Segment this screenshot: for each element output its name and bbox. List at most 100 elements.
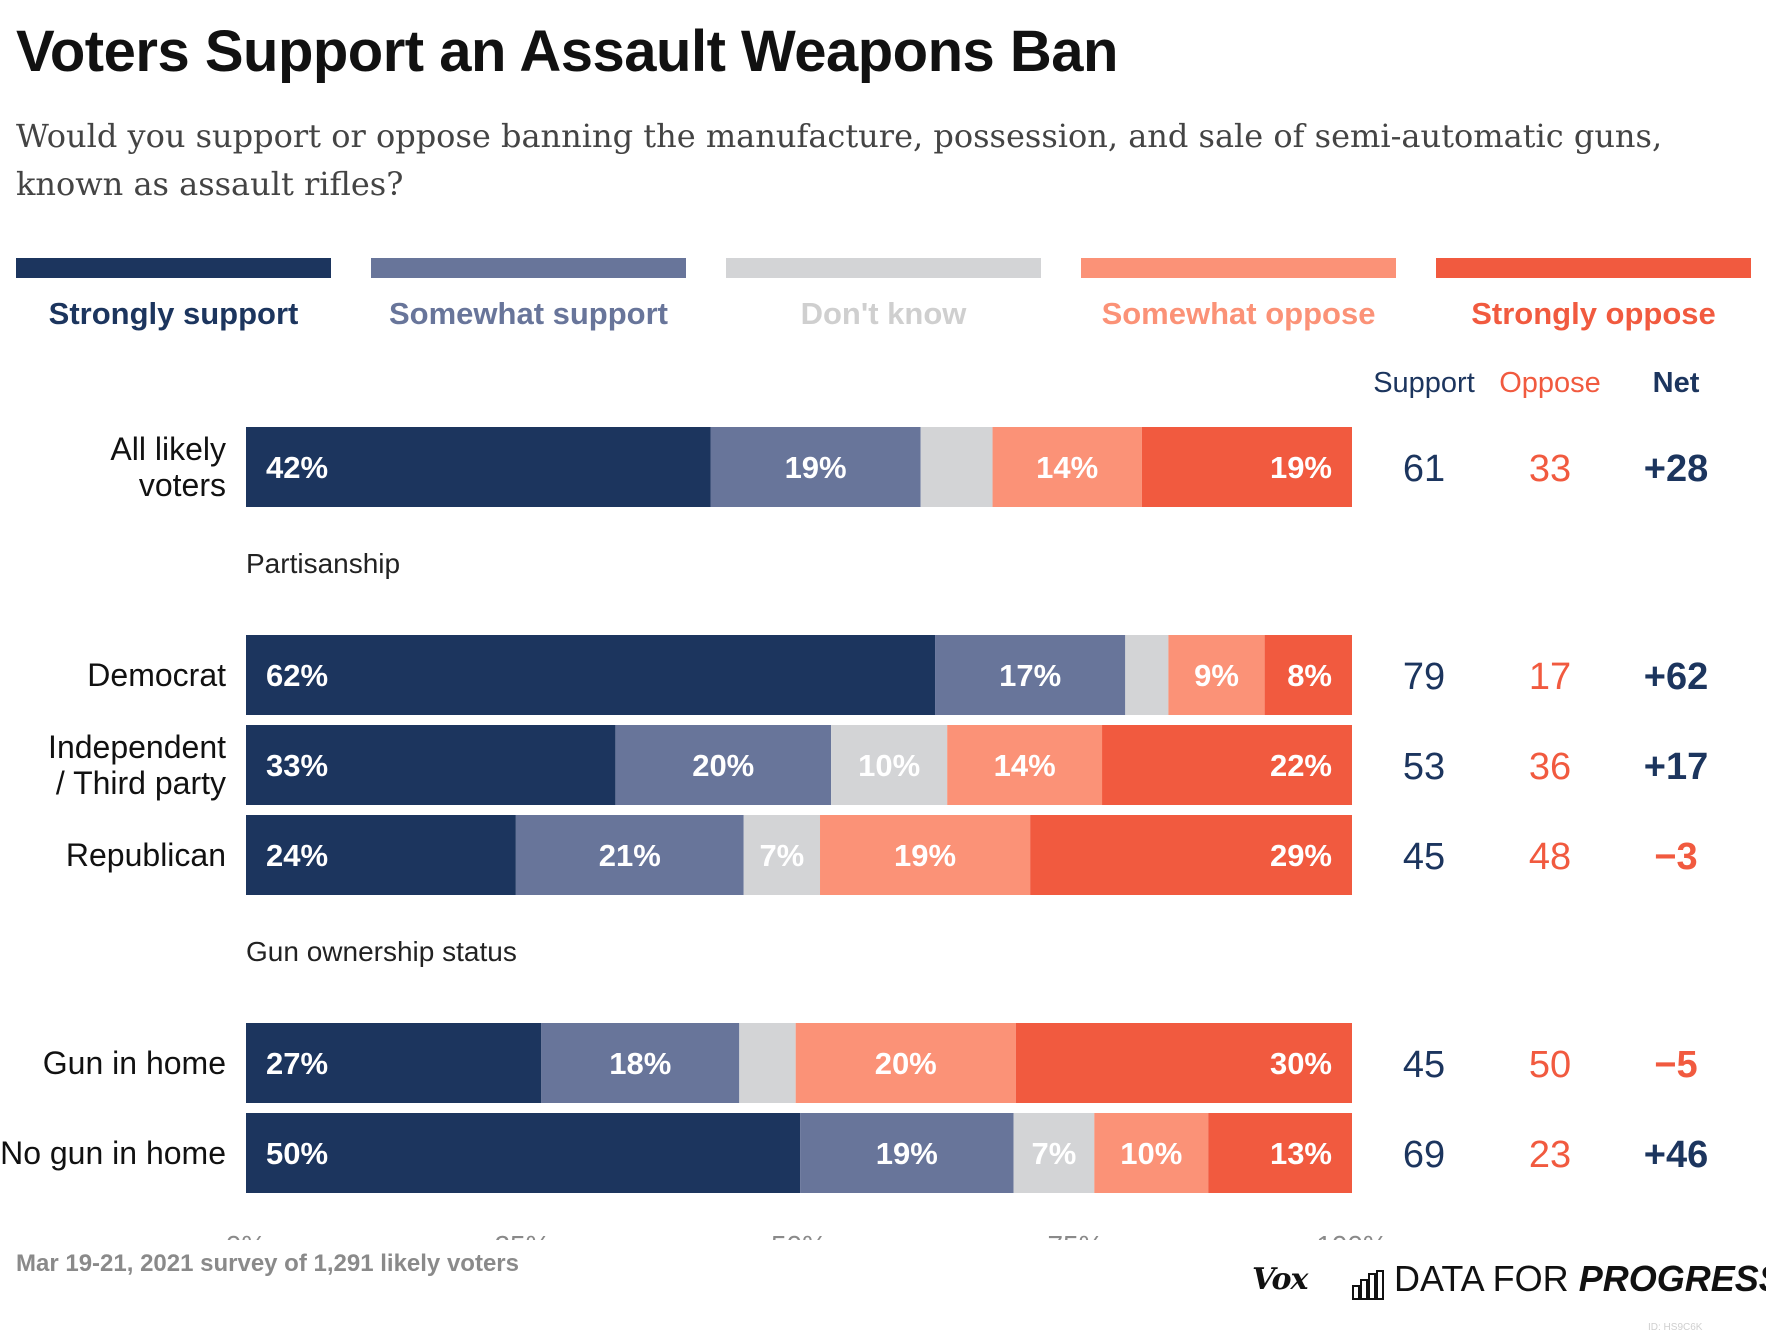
row-label-line: No gun in home: [0, 1135, 226, 1171]
data-label-dont-know: 7%: [1032, 1136, 1077, 1171]
brand-dfp-regular: DATA FOR: [1394, 1258, 1569, 1299]
bar-segment-dont-know: [920, 427, 993, 507]
legend-swatch-strongly-oppose: [1436, 258, 1751, 278]
column-header-oppose: Oppose: [1499, 367, 1601, 399]
data-label-strongly-oppose: 29%: [1270, 838, 1332, 873]
legend-label-strongly-support: Strongly support: [48, 296, 299, 331]
data-label-somewhat-oppose: 19%: [894, 838, 956, 873]
bar-segment-strongly-support: [246, 725, 616, 805]
bar-segment-somewhat-oppose: [1094, 1113, 1209, 1193]
data-label-strongly-support: 27%: [266, 1046, 328, 1081]
legend-label-dont-know: Don't know: [800, 296, 967, 331]
row-label-line: Gun in home: [43, 1045, 226, 1081]
row-label: Independent / Third party: [48, 729, 226, 801]
survey-note: Mar 19-21, 2021 survey of 1,291 likely v…: [16, 1250, 519, 1277]
oppose-value: 33: [1529, 448, 1571, 490]
row-label-line: voters: [139, 467, 226, 503]
bar-segment-dont-know: [1125, 635, 1169, 715]
legend-label-somewhat-oppose: Somewhat oppose: [1101, 296, 1376, 331]
bar-segment-somewhat-oppose: [992, 427, 1142, 507]
legend-item-strongly-support: Strongly support: [16, 258, 331, 332]
data-label-somewhat-oppose: 10%: [1120, 1136, 1182, 1171]
column-header-support: Support: [1373, 367, 1475, 399]
legend-item-strongly-oppose: Strongly oppose: [1436, 258, 1751, 332]
bar-segment-somewhat-support: [710, 427, 921, 507]
bar-segment-somewhat-oppose: [795, 1023, 1016, 1103]
legend-item-dont-know: Don't know: [726, 258, 1041, 332]
legend-item-somewhat-support: Somewhat support: [371, 258, 686, 332]
x-tick-label: 100%: [1316, 1230, 1388, 1240]
data-label-somewhat-support: 20%: [692, 748, 754, 783]
data-for-progress-logo: DATA FOR PROGRESS: [1352, 1258, 1766, 1300]
support-value: 79: [1403, 656, 1445, 698]
data-label-strongly-support: 24%: [266, 838, 328, 873]
net-value: +46: [1644, 1134, 1708, 1176]
data-label-strongly-support: 50%: [266, 1136, 328, 1171]
data-label-somewhat-support: 19%: [785, 450, 847, 485]
bar-chart-icon: [1352, 1270, 1384, 1300]
bar-segment-strongly-support: [246, 1113, 801, 1193]
data-label-strongly-oppose: 13%: [1270, 1136, 1332, 1171]
image-id: ID: HS9C6K: [1648, 1322, 1703, 1333]
bar-segment-dont-know: [1013, 1113, 1095, 1193]
bar-segment-strongly-support: [246, 815, 516, 895]
bar-segment-somewhat-oppose: [947, 725, 1103, 805]
row-label: Democrat: [87, 657, 226, 693]
bar-segment-somewhat-support: [800, 1113, 1014, 1193]
bar-segment-strongly-oppose: [1030, 815, 1352, 895]
data-label-dont-know: 10%: [858, 748, 920, 783]
row-label: All likely voters: [110, 431, 226, 503]
data-label-dont-know: 7%: [759, 838, 804, 873]
data-label-strongly-oppose: 19%: [1270, 450, 1332, 485]
legend: Strongly support Somewhat support Don't …: [16, 258, 1751, 332]
net-value: +28: [1644, 448, 1708, 490]
x-tick-label: 0%: [226, 1230, 266, 1240]
row-label-line: / Third party: [56, 765, 226, 801]
legend-label-strongly-oppose: Strongly oppose: [1471, 296, 1716, 331]
column-header-net: Net: [1653, 367, 1700, 399]
bar-segment-somewhat-support: [541, 1023, 740, 1103]
bar-segment-strongly-support: [246, 1023, 542, 1103]
data-label-somewhat-oppose: 9%: [1194, 658, 1239, 693]
row-label-line: Republican: [66, 837, 226, 873]
x-tick-label: 50%: [771, 1230, 827, 1240]
support-value: 69: [1403, 1134, 1445, 1176]
data-label-strongly-support: 33%: [266, 748, 328, 783]
legend-swatch-strongly-support: [16, 258, 331, 278]
stacked-bar-chart: Support Oppose Net All likely voters 42% 19% 14…: [0, 367, 1708, 1240]
bar-segment-somewhat-oppose: [820, 815, 1031, 895]
bar-segment-somewhat-support: [515, 815, 744, 895]
data-label-somewhat-support: 18%: [609, 1046, 671, 1081]
bar-segment-strongly-support: [246, 635, 936, 715]
data-label-somewhat-oppose: 14%: [1036, 450, 1098, 485]
x-tick-label: 25%: [494, 1230, 550, 1240]
data-label-strongly-support: 42%: [266, 450, 328, 485]
group-heading: Partisanship: [246, 548, 400, 579]
data-label-strongly-oppose: 30%: [1270, 1046, 1332, 1081]
data-label-strongly-oppose: 8%: [1287, 658, 1332, 693]
data-label-somewhat-support: 21%: [599, 838, 661, 873]
data-label-strongly-support: 62%: [266, 658, 328, 693]
support-value: 45: [1403, 836, 1445, 878]
bar-segment-dont-know: [739, 1023, 796, 1103]
oppose-value: 50: [1529, 1044, 1571, 1086]
legend-swatch-somewhat-support: [371, 258, 686, 278]
legend-swatch-somewhat-oppose: [1081, 258, 1396, 278]
vox-logo: Vox: [1252, 1262, 1308, 1297]
support-value: 45: [1403, 1044, 1445, 1086]
bar-segment-strongly-oppose: [1015, 1023, 1352, 1103]
bar-segment-strongly-oppose: [1102, 725, 1352, 805]
data-label-strongly-oppose: 22%: [1270, 748, 1332, 783]
chart-subtitle: Would you support or oppose banning the …: [16, 117, 1663, 203]
bar-segment-strongly-oppose: [1141, 427, 1352, 507]
data-label-somewhat-oppose: 14%: [994, 748, 1056, 783]
data-label-somewhat-support: 19%: [876, 1136, 938, 1171]
row-label: Republican: [66, 837, 226, 873]
row-label: No gun in home: [0, 1135, 226, 1171]
net-value: +17: [1644, 746, 1708, 788]
net-value: +62: [1644, 656, 1708, 698]
oppose-value: 36: [1529, 746, 1571, 788]
support-value: 53: [1403, 746, 1445, 788]
net-value: −3: [1654, 836, 1697, 878]
bar-segment-dont-know: [831, 725, 948, 805]
